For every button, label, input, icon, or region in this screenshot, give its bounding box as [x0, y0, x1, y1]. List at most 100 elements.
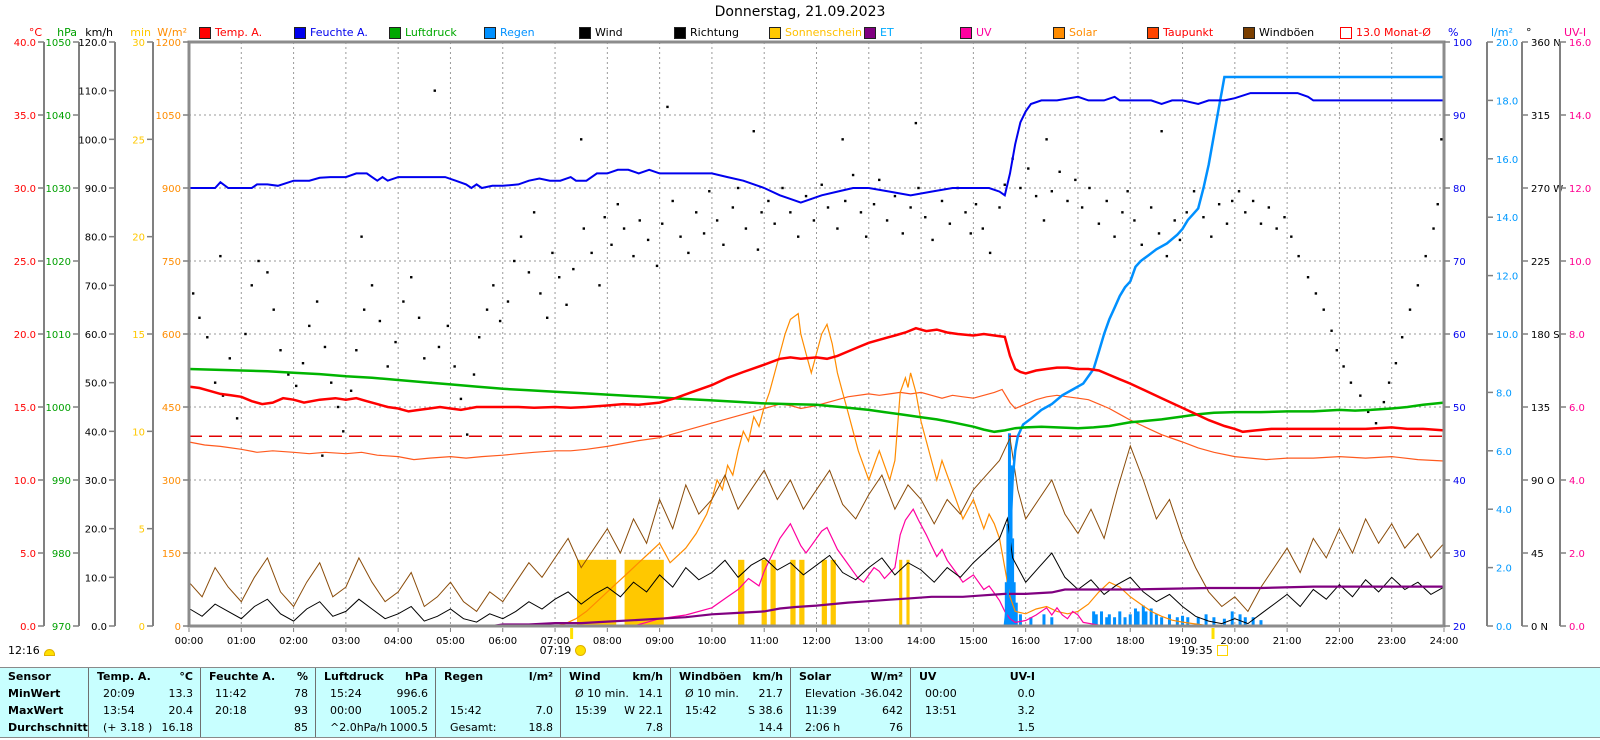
table-rowheader-col: Sensor MinWert MaxWert Durchschnitt: [0, 668, 88, 737]
plot-area: [187, 40, 1446, 628]
sensor-name: UV: [919, 670, 937, 683]
sunrise-sun-icon: [575, 645, 587, 656]
sensor-name: Luftdruck: [324, 670, 384, 683]
stat-value: 7.0: [535, 704, 554, 717]
series-et: [492, 585, 1444, 628]
stat-value: 14.4: [758, 721, 784, 734]
tick-label: 1030: [46, 184, 71, 195]
tick-label: 40.0: [14, 38, 36, 49]
legend-item-solar: Solar: [1053, 26, 1097, 39]
tick-label: 0: [175, 622, 181, 633]
axis-unit-W/m²: W/m²: [157, 26, 187, 39]
tick-label: 70.0: [85, 281, 107, 292]
tick-label: 1200: [156, 38, 181, 49]
legend-label: Regen: [500, 26, 535, 39]
tick-label: 10.0: [14, 476, 36, 487]
series-luftdruck: [188, 367, 1445, 434]
legend-swatch: [1243, 26, 1255, 39]
stat-time: 15:42: [450, 704, 482, 717]
stat-value: 1.5: [1017, 721, 1036, 734]
tick-label: 0.0: [1496, 622, 1512, 633]
legend-item-wind: Wind: [579, 26, 623, 39]
stat-value: 93: [294, 704, 308, 717]
tick-label: 80: [1453, 184, 1466, 195]
stat-time: Ø 10 min.: [685, 687, 739, 700]
axis-unit-l/m²: l/m²: [1491, 26, 1513, 39]
tick-label: 100.0: [78, 135, 107, 146]
table-group-wind: Wind km/h Ø 10 min. 14.1 15:39 W 22.1 7.8: [560, 668, 671, 737]
stat-time: 13:54: [103, 704, 135, 717]
sensor-name: Temp. A.: [97, 670, 151, 683]
x-tick-label: 03:00: [331, 636, 360, 647]
x-tick-label: 05:00: [436, 636, 465, 647]
tick-label: 225: [1531, 257, 1550, 268]
legend-label: Feuchte A.: [310, 26, 368, 39]
x-tick-label: 24:00: [1430, 636, 1459, 647]
tick-label: 14.0: [1569, 111, 1591, 122]
legend-item-regen: Regen: [484, 26, 535, 39]
sensor-unit: °C: [179, 670, 193, 683]
tick-label: 8.0: [1569, 330, 1585, 341]
sensor-name: Wind: [569, 670, 601, 683]
tick-label: 120.0: [78, 38, 107, 49]
x-tick-label: 19:00: [1168, 636, 1197, 647]
stat-time: 00:00: [330, 704, 362, 717]
legend-item-13-0-monat-: 13.0 Monat-Ø: [1340, 26, 1431, 39]
legend-label: 13.0 Monat-Ø: [1356, 26, 1431, 39]
tick-label: 35.0: [14, 111, 36, 122]
tick-label: 2.0: [1496, 564, 1512, 575]
tick-label: 15: [132, 330, 145, 341]
series-wind: [188, 516, 1445, 625]
tick-label: 20.0: [1496, 38, 1518, 49]
sensor-unit: %: [296, 670, 308, 683]
tick-label: 12.0: [1496, 272, 1518, 283]
tick-label: 70: [1453, 257, 1466, 268]
tick-label: 110.0: [78, 87, 107, 98]
stat-value: 13.3: [168, 687, 194, 700]
sensor-unit: km/h: [632, 670, 663, 683]
legend-item-uv: UV: [960, 26, 992, 39]
legend-label: ET: [880, 26, 894, 39]
sensor-unit: hPa: [404, 670, 428, 683]
tick-label: 20.0: [85, 525, 107, 536]
tick-label: 0.0: [20, 622, 36, 633]
x-tick-label: 13:00: [854, 636, 883, 647]
tick-label: 990: [52, 476, 71, 487]
legend-label: Solar: [1069, 26, 1098, 39]
legend-swatch: [864, 26, 876, 39]
tick-label: 90 O: [1531, 476, 1555, 487]
series-sonnenschein: [577, 559, 910, 626]
x-tick-label: 17:00: [1064, 636, 1093, 647]
x-tick-label: 18:00: [1116, 636, 1145, 647]
series-feuchte: [189, 92, 1444, 204]
x-tick-label: 20:00: [1220, 636, 1249, 647]
row-header: MaxWert: [8, 704, 64, 717]
sunset-marker: 19:35: [1181, 644, 1228, 657]
stat-time: 13:51: [925, 704, 957, 717]
tick-label: 30.0: [85, 476, 107, 487]
sensor-unit: km/h: [752, 670, 783, 683]
stat-value: 1000.5: [389, 721, 429, 734]
tick-label: 20: [1453, 622, 1466, 633]
stat-time: 20:09: [103, 687, 135, 700]
tick-label: 10: [132, 427, 145, 438]
x-tick-label: 00:00: [175, 636, 204, 647]
tick-label: 180 S: [1531, 330, 1560, 341]
tick-label: 45: [1531, 549, 1544, 560]
series-temp: [188, 326, 1445, 434]
legend-label: Luftdruck: [405, 26, 457, 39]
series-gusts: [188, 436, 1445, 613]
tick-label: 0 N: [1531, 622, 1548, 633]
tick-label: 750: [162, 257, 181, 268]
row-header: Durchschnitt: [8, 721, 88, 734]
legend-item-taupunkt: Taupunkt: [1147, 26, 1213, 39]
tick-label: 30: [132, 38, 145, 49]
axis-unit-%: %: [1448, 26, 1458, 39]
stat-time: 15:24: [330, 687, 362, 700]
tick-label: 30.0: [14, 184, 36, 195]
legend-label: Wind: [595, 26, 623, 39]
tick-label: 0: [139, 622, 145, 633]
tick-label: 1000: [46, 403, 71, 414]
sun-culmination-time: 12:16: [8, 644, 40, 657]
tick-label: 4.0: [1496, 505, 1512, 516]
